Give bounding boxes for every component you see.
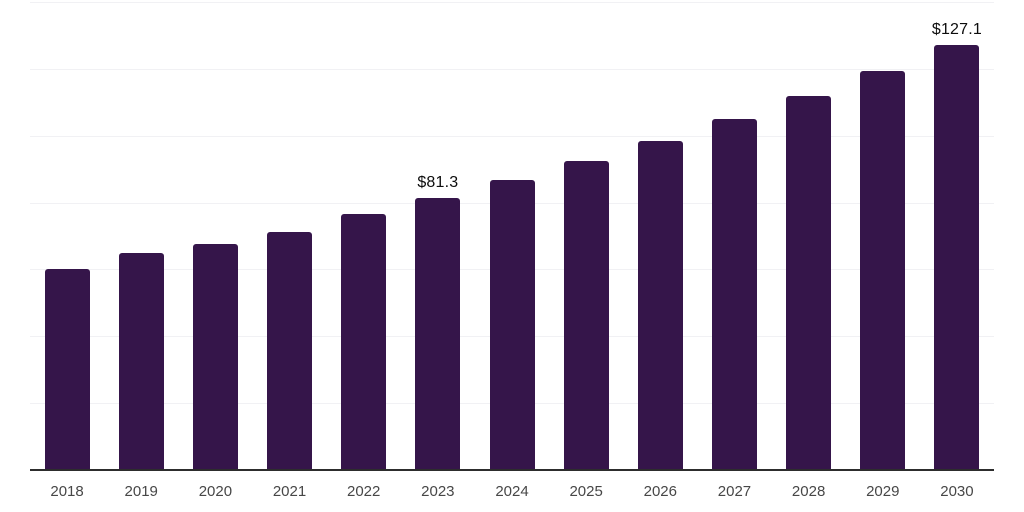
bar-2019 [118,252,164,470]
gridline [30,68,994,70]
x-axis-line [30,469,994,471]
x-tick-label-2023: 2023 [421,483,455,500]
bar-2023 [415,198,461,470]
x-tick-label-2028: 2028 [791,483,826,500]
bar-2020 [192,244,238,470]
bar-2030 [934,45,980,470]
data-label-2030: $127.1 [931,21,982,39]
x-tick-label-2022: 2022 [347,483,381,500]
bar-2027 [711,118,757,470]
x-tick-label-2018: 2018 [50,483,84,500]
bar-2021 [267,232,313,470]
bar-2024 [489,180,535,470]
data-label-2023: $81.3 [417,174,459,192]
x-tick-label-2027: 2027 [717,483,752,500]
bar-2022 [341,213,387,470]
x-tick-label-2024: 2024 [495,483,529,500]
x-tick-label-2030: 2030 [940,483,974,500]
bar-2026 [637,140,683,470]
gridline [30,135,994,137]
x-tick-label-2029: 2029 [866,483,900,500]
bar-2025 [563,161,609,470]
x-tick-label-2025: 2025 [569,483,603,500]
bar-2018 [44,269,90,470]
plot-area: $81.3 $127.1 [30,0,994,471]
bar-2029 [860,70,906,470]
gridline [30,2,994,3]
x-tick-label-2021: 2021 [272,483,307,500]
x-tick-label-2026: 2026 [643,483,677,500]
x-axis-labels: 2018 2019 2020 2021 2022 2023 2024 2025 2026 2027… [30,483,994,507]
x-tick-label-2020: 2020 [198,483,233,500]
x-tick-label-2019: 2019 [124,483,158,500]
bar-2028 [786,95,832,470]
